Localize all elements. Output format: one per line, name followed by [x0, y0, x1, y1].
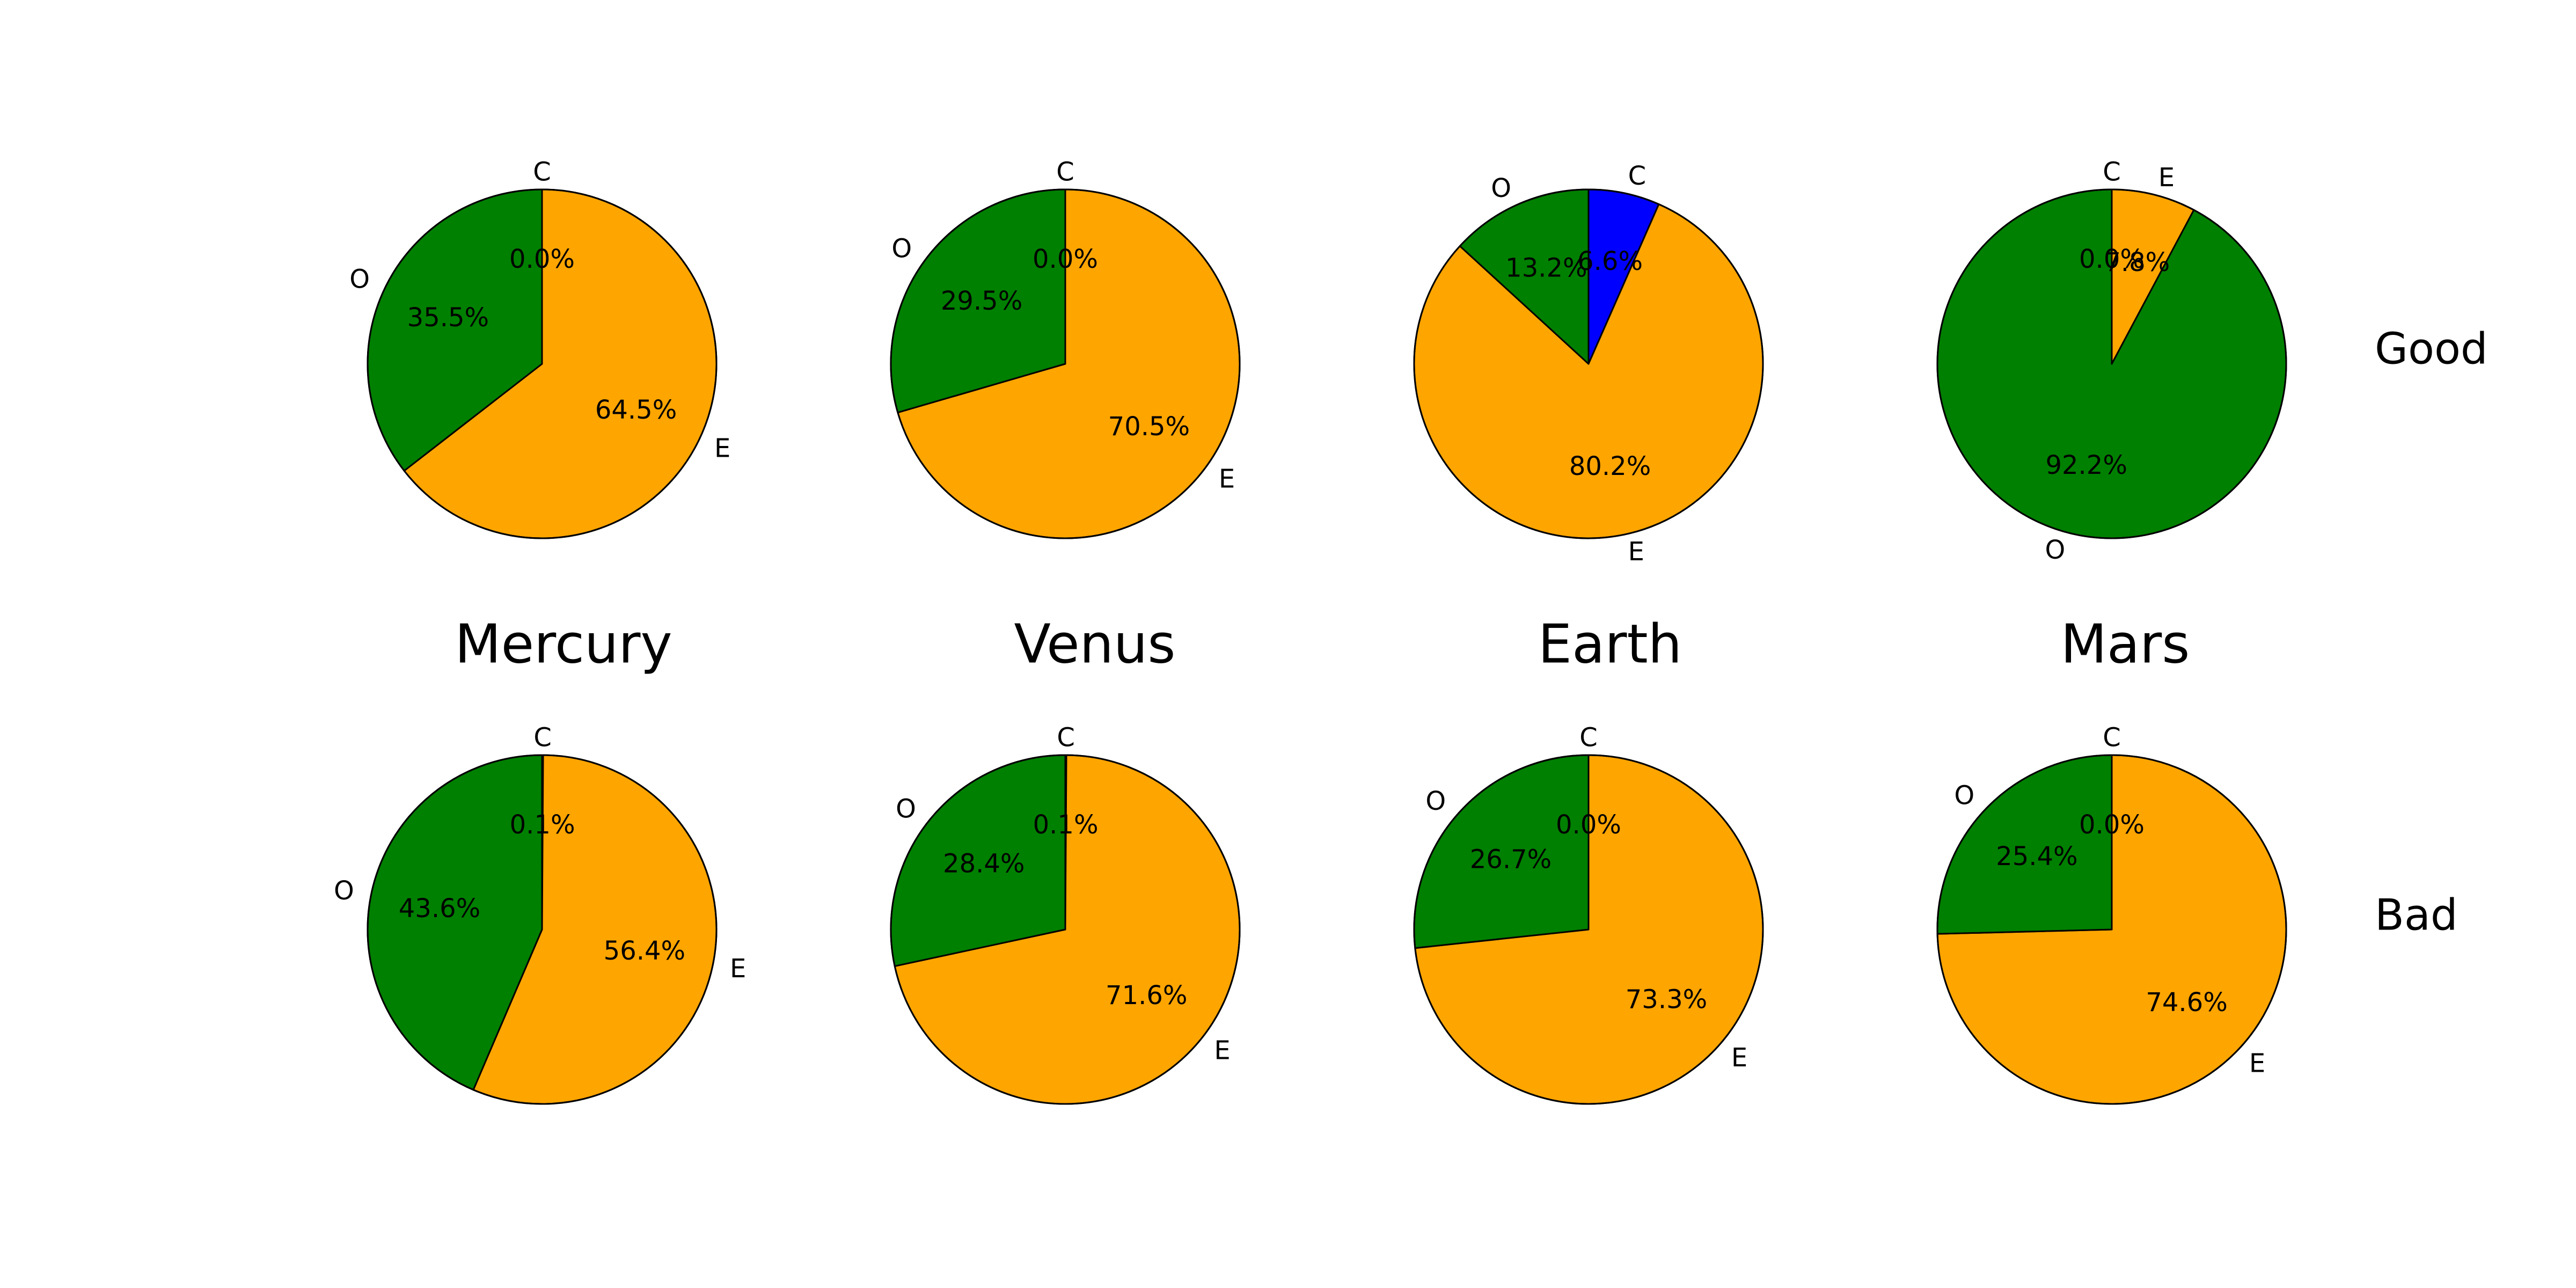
pie-earth-good: 6.6% C 80.2% E 13.2% O	[1413, 161, 1764, 567]
category-label-o-mars-good: O	[2045, 535, 2066, 565]
column-label-earth: Earth	[1538, 613, 1682, 676]
pct-label-o-mercury-bad: 43.6%	[399, 894, 480, 924]
category-label-o-venus-good: O	[891, 233, 912, 264]
category-label-c-venus-good: C	[1056, 157, 1074, 187]
category-label-o-venus-bad: O	[896, 794, 916, 824]
slice-o-mars-good	[1936, 188, 2287, 539]
pct-label-c-earth-good: 6.6%	[1577, 246, 1643, 276]
pct-label-c-earth-bad: 0.0%	[1556, 810, 1621, 840]
pies-layer: 0.0% C 64.5% E 35.5% O 0.0% C 70.5% E 29.5% O 6.6% C 8…	[334, 157, 2287, 1105]
category-label-o-mercury-good: O	[349, 265, 370, 295]
pct-label-e-mars-good: 7.8%	[2104, 247, 2170, 277]
row-label-good: Good	[2375, 324, 2488, 374]
pie-mercury-bad: 0.1% C 56.4% E 43.6% O	[334, 723, 746, 1105]
column-label-venus: Venus	[1014, 613, 1175, 676]
category-label-c-mars-good: C	[2103, 157, 2121, 187]
category-label-c-venus-bad: C	[1057, 723, 1075, 753]
category-label-c-mars-bad: C	[2103, 723, 2121, 753]
category-label-c-mercury-good: C	[533, 157, 551, 187]
pct-label-c-mercury-bad: 0.1%	[510, 810, 575, 840]
pct-label-o-mars-good: 92.2%	[2045, 450, 2127, 480]
pie-venus-bad: 0.1% C 71.6% E 28.4% O	[890, 723, 1241, 1105]
category-label-e-venus-bad: E	[1214, 1036, 1230, 1066]
pie-outline-venus-bad	[890, 754, 1241, 1105]
category-label-o-earth-bad: O	[1425, 786, 1446, 816]
category-label-e-mercury-bad: E	[730, 954, 746, 984]
pct-label-o-mercury-good: 35.5%	[407, 303, 489, 333]
pie-mars-bad: 0.0% C 74.6% E 25.4% O	[1936, 723, 2287, 1105]
pct-label-o-venus-bad: 28.4%	[943, 849, 1024, 879]
pie-outline-earth-good	[1413, 188, 1764, 539]
pct-label-c-venus-bad: 0.1%	[1033, 810, 1099, 840]
pct-label-e-venus-bad: 71.6%	[1106, 980, 1187, 1011]
pct-label-c-mercury-good: 0.0%	[509, 244, 575, 274]
category-label-o-earth-good: O	[1491, 173, 1511, 203]
category-label-o-mars-bad: O	[1954, 780, 1974, 810]
pie-outline-mercury-bad	[367, 754, 718, 1105]
category-label-c-mercury-bad: C	[533, 723, 552, 753]
category-label-c-earth-good: C	[1628, 161, 1646, 191]
pie-mercury-good: 0.0% C 64.5% E 35.5% O	[349, 157, 730, 539]
row-label-bad: Bad	[2375, 890, 2458, 940]
category-label-e-mars-good: E	[2158, 163, 2175, 193]
pie-mars-good: 0.0% C 7.8% E 92.2% O	[1936, 157, 2287, 565]
category-label-e-venus-good: E	[1219, 464, 1235, 494]
pct-label-o-venus-good: 29.5%	[941, 286, 1022, 316]
category-label-e-mars-bad: E	[2249, 1049, 2265, 1079]
pie-outline-mars-good	[1936, 188, 2287, 539]
pct-label-e-venus-good: 70.5%	[1108, 412, 1190, 442]
category-label-c-earth-bad: C	[1579, 723, 1598, 753]
pct-label-e-earth-good: 80.2%	[1569, 451, 1651, 481]
category-label-e-earth-good: E	[1628, 537, 1644, 567]
column-label-mars: Mars	[2061, 613, 2190, 676]
pct-label-o-mars-bad: 25.4%	[1996, 841, 2077, 872]
pie-earth-bad: 0.0% C 73.3% E 26.7% O	[1413, 723, 1764, 1105]
category-label-o-mercury-bad: O	[334, 876, 354, 906]
pct-label-e-mercury-bad: 56.4%	[604, 936, 685, 966]
pie-venus-good: 0.0% C 70.5% E 29.5% O	[890, 157, 1241, 539]
pct-label-o-earth-good: 13.2%	[1505, 253, 1587, 283]
pie-outline-earth-bad	[1413, 754, 1764, 1105]
pct-label-e-mars-bad: 74.6%	[2146, 987, 2227, 1018]
pct-label-o-earth-bad: 26.7%	[1470, 845, 1552, 875]
pct-label-c-mars-bad: 0.0%	[2079, 810, 2145, 840]
pct-label-c-venus-good: 0.0%	[1033, 244, 1098, 274]
pie-outline-mars-bad	[1936, 754, 2287, 1105]
category-label-e-mercury-good: E	[714, 433, 730, 463]
category-label-e-earth-bad: E	[1731, 1043, 1747, 1073]
pct-label-e-earth-bad: 73.3%	[1626, 984, 1707, 1014]
pie-outline-venus-good	[890, 188, 1241, 539]
pie-outline-mercury-good	[367, 188, 718, 539]
pct-label-c-mars-good: 0.0%	[2079, 244, 2145, 274]
column-label-mercury: Mercury	[455, 613, 672, 676]
pct-label-e-mercury-good: 64.5%	[595, 395, 677, 425]
